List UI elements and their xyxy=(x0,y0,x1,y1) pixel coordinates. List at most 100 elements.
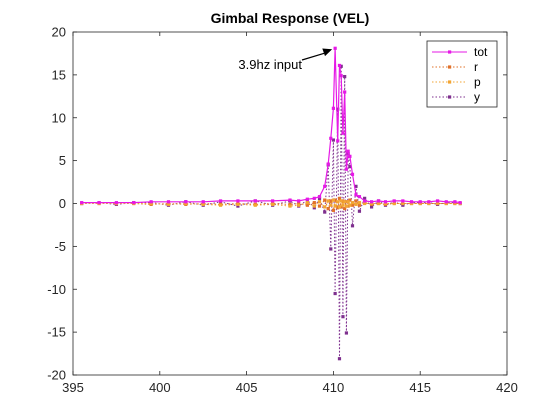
data-point-tot xyxy=(358,195,361,198)
data-point-tot xyxy=(336,139,339,142)
data-point-tot xyxy=(401,199,404,202)
y-tick-label: -20 xyxy=(47,368,66,383)
data-point-tot xyxy=(338,64,341,67)
data-point-p xyxy=(323,205,326,208)
data-point-p xyxy=(219,204,222,207)
data-point-tot xyxy=(341,132,344,135)
data-point-p xyxy=(254,204,257,207)
annotation-label: 3.9hz input xyxy=(238,57,302,72)
x-tick-label: 420 xyxy=(496,380,518,395)
x-tick-label: 400 xyxy=(149,380,171,395)
data-point-p xyxy=(332,198,335,201)
data-point-tot xyxy=(354,193,357,196)
data-point-tot xyxy=(343,90,346,93)
y-tick-label: -10 xyxy=(47,282,66,297)
data-point-r xyxy=(318,204,321,207)
data-point-tot xyxy=(332,107,335,110)
data-point-tot xyxy=(347,150,350,153)
data-point-tot xyxy=(384,200,387,203)
data-point-tot xyxy=(393,199,396,202)
data-point-tot xyxy=(323,185,326,188)
data-point-r xyxy=(313,201,316,204)
data-point-tot xyxy=(306,198,309,201)
data-point-tot xyxy=(97,201,100,204)
legend-label: p xyxy=(474,75,481,89)
data-point-tot xyxy=(377,199,380,202)
data-point-tot xyxy=(436,199,439,202)
data-point-tot xyxy=(334,47,337,50)
x-tick-label: 410 xyxy=(323,380,345,395)
data-point-y xyxy=(341,315,344,318)
y-tick-label: 20 xyxy=(52,25,66,40)
data-point-tot xyxy=(340,74,343,77)
data-point-tot xyxy=(348,155,351,158)
x-tick-label: 405 xyxy=(236,380,258,395)
data-point-tot xyxy=(132,201,135,204)
data-point-p xyxy=(318,200,321,203)
data-point-p xyxy=(306,201,309,204)
data-point-tot xyxy=(202,200,205,203)
y-tick-label: 15 xyxy=(52,67,66,82)
data-point-tot xyxy=(329,137,332,140)
data-point-y xyxy=(334,292,337,295)
chart-title: Gimbal Response (VEL) xyxy=(211,10,370,26)
data-point-p xyxy=(351,201,354,204)
data-point-p xyxy=(354,203,357,206)
data-point-tot xyxy=(419,200,422,203)
data-point-y xyxy=(329,247,332,250)
data-point-p xyxy=(341,204,344,207)
data-point-p xyxy=(313,204,316,207)
y-tick-label: 10 xyxy=(52,110,66,125)
data-point-y xyxy=(323,210,326,213)
data-point-tot xyxy=(453,200,456,203)
data-point-p xyxy=(288,204,291,207)
data-point-r xyxy=(332,209,335,212)
data-point-tot xyxy=(318,195,321,198)
data-point-tot xyxy=(345,168,348,171)
legend-label: tot xyxy=(474,45,488,59)
x-tick-label: 415 xyxy=(409,380,431,395)
legend-marker xyxy=(448,50,451,53)
data-point-p xyxy=(327,199,330,202)
y-tick-label: 0 xyxy=(59,196,66,211)
data-point-p xyxy=(358,201,361,204)
data-point-tot xyxy=(167,200,170,203)
data-point-y xyxy=(358,210,361,213)
data-point-tot xyxy=(410,200,413,203)
data-point-tot xyxy=(236,199,239,202)
data-point-p xyxy=(345,204,348,207)
data-point-tot xyxy=(150,200,153,203)
legend-label: r xyxy=(474,60,478,74)
data-point-tot xyxy=(288,198,291,201)
data-point-r xyxy=(327,207,330,210)
data-point-p xyxy=(338,205,341,208)
data-point-tot xyxy=(271,199,274,202)
data-point-p xyxy=(329,204,332,207)
data-point-r xyxy=(354,199,357,202)
data-point-tot xyxy=(80,201,83,204)
data-point-tot xyxy=(184,200,187,203)
data-point-p xyxy=(271,203,274,206)
data-point-tot xyxy=(327,162,330,165)
data-point-tot xyxy=(313,197,316,200)
data-point-tot xyxy=(370,200,373,203)
data-point-tot xyxy=(445,200,448,203)
data-point-tot xyxy=(363,199,366,202)
y-tick-label: -15 xyxy=(47,325,66,340)
data-point-tot xyxy=(427,200,430,203)
legend-marker xyxy=(448,65,451,68)
data-point-p xyxy=(334,204,337,207)
legend-marker xyxy=(448,80,451,83)
data-point-tot xyxy=(297,199,300,202)
data-point-p xyxy=(343,200,346,203)
data-point-p xyxy=(347,200,350,203)
data-point-y xyxy=(351,224,354,227)
data-point-y xyxy=(343,75,346,78)
y-tick-label: 5 xyxy=(59,153,66,168)
legend-label: y xyxy=(474,90,480,104)
data-point-p xyxy=(340,199,343,202)
data-point-r xyxy=(323,198,326,201)
data-point-p xyxy=(297,204,300,207)
